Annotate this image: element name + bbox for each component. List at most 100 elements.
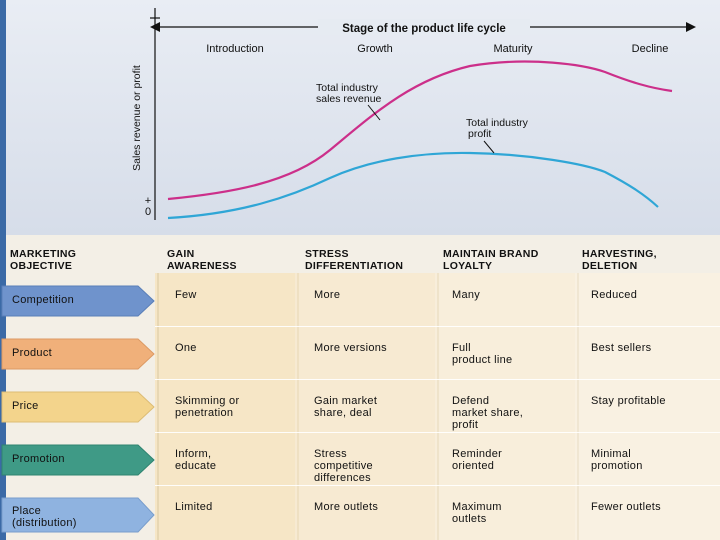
- cell-product-decline: Best sellers: [591, 342, 651, 354]
- cell-price-maturity: Defend market share, profit: [452, 395, 523, 431]
- cell-place-decline: Fewer outlets: [591, 501, 661, 513]
- row-label-text: Price: [12, 400, 39, 412]
- cell-competition-introduction: Few: [175, 289, 197, 301]
- header-line: AWARENESS: [167, 260, 237, 272]
- arrow-shape: [1, 497, 155, 533]
- cell-line: product line: [452, 354, 513, 366]
- header-line: DELETION: [582, 260, 638, 272]
- cell-product-introduction: One: [175, 342, 197, 354]
- stage-maturity: Maturity: [493, 43, 533, 55]
- cell-promotion-decline: Minimal promotion: [591, 448, 643, 472]
- cell-line: Fewer outlets: [591, 501, 661, 513]
- cell-line: oriented: [452, 460, 495, 472]
- header-stress-differentiation: STRESS DIFFERENTIATION: [305, 248, 403, 272]
- cell-line: Gain market: [314, 395, 378, 407]
- cell-line: differences: [314, 472, 371, 484]
- header-line: DIFFERENTIATION: [305, 260, 404, 272]
- header-line: MARKETING: [10, 248, 77, 260]
- cell-competition-maturity: Many: [452, 289, 480, 301]
- header-marketing-objective: MARKETING OBJECTIVE: [10, 248, 76, 272]
- arrow-shape: [1, 338, 155, 370]
- cell-line: outlets: [452, 513, 487, 525]
- column-divider: [437, 273, 439, 540]
- column-bg-decline: [575, 273, 720, 540]
- cell-line: One: [175, 342, 197, 354]
- cell-place-maturity: Maximum outlets: [452, 501, 502, 525]
- arrow-shape: [1, 285, 155, 317]
- header-line: HARVESTING,: [582, 248, 657, 260]
- row-label-text: Competition: [12, 294, 74, 306]
- row-label-line: (distribution): [12, 517, 77, 529]
- row-label-price: Price: [0, 390, 155, 424]
- arrow-shape: [1, 444, 155, 476]
- profit-label-line1: Total industry: [466, 117, 529, 129]
- profit-label-line2: profit: [468, 128, 491, 140]
- header-line: OBJECTIVE: [10, 260, 73, 272]
- column-divider: [297, 273, 299, 540]
- revenue-label-line1: Total industry: [316, 82, 379, 94]
- cell-product-maturity: Full product line: [452, 342, 512, 366]
- cell-competition-growth: More: [314, 289, 340, 301]
- cell-line: share, deal: [314, 407, 372, 419]
- stage-decline: Decline: [632, 43, 669, 55]
- cell-line: Best sellers: [591, 342, 652, 354]
- y-plus-marker: +: [145, 195, 151, 207]
- cell-line: market share,: [452, 407, 524, 419]
- cell-line: Stay profitable: [591, 395, 666, 407]
- cell-line: Stress: [314, 448, 347, 460]
- axis-title: Stage of the product life cycle: [342, 23, 506, 35]
- cell-competition-decline: Reduced: [591, 289, 637, 301]
- cell-promotion-growth: Stress competitive differences: [314, 448, 373, 484]
- cell-line: Defend: [452, 395, 490, 407]
- header-line: GAIN: [167, 248, 195, 260]
- cell-line: More outlets: [314, 501, 379, 513]
- cell-place-growth: More outlets: [314, 501, 378, 513]
- stage-introduction: Introduction: [206, 43, 263, 55]
- row-separator: [155, 326, 720, 327]
- cell-place-introduction: Limited: [175, 501, 213, 513]
- profit-curve: [167, 151, 659, 220]
- cell-line: Few: [175, 289, 197, 301]
- y-zero-marker: 0: [145, 206, 151, 218]
- left-accent-strip: [0, 0, 6, 540]
- cell-line: promotion: [591, 460, 643, 472]
- column-bg-growth: [295, 273, 435, 540]
- cell-line: Skimming or: [175, 395, 240, 407]
- row-separator: [155, 432, 720, 433]
- row-label-product: Product: [0, 337, 155, 371]
- header-line: STRESS: [305, 248, 349, 260]
- cell-promotion-maturity: Reminder oriented: [452, 448, 502, 472]
- cell-product-growth: More versions: [314, 342, 387, 354]
- column-bg-introduction: [155, 273, 295, 540]
- row-label-text: Product: [12, 347, 53, 359]
- cell-price-decline: Stay profitable: [591, 395, 666, 407]
- row-separator: [155, 485, 720, 486]
- cell-line: profit: [452, 419, 479, 431]
- life-cycle-chart: Stage of the product life cycle Introduc…: [131, 8, 696, 220]
- row-label-competition: Competition: [0, 284, 155, 318]
- cell-line: Reduced: [591, 289, 638, 301]
- y-axis-label: Sales revenue or profit: [131, 65, 143, 171]
- arrow-shape: [1, 391, 155, 423]
- row-label-text: Promotion: [12, 453, 65, 465]
- header-gain-awareness: GAIN AWARENESS: [167, 248, 237, 272]
- revenue-curve: [167, 60, 673, 201]
- row-separator: [155, 379, 720, 380]
- cell-line: Inform,: [175, 448, 212, 460]
- row-label-place: Place (distribution): [0, 496, 155, 534]
- cell-line: Many: [452, 289, 481, 301]
- cell-line: Maximum: [452, 501, 502, 513]
- cell-line: educate: [175, 460, 217, 472]
- cell-line: More versions: [314, 342, 387, 354]
- cell-promotion-introduction: Inform, educate: [175, 448, 216, 472]
- stage-growth: Growth: [357, 43, 392, 55]
- revenue-label-pointer: [367, 104, 381, 121]
- revenue-label-line2: sales revenue: [316, 93, 382, 105]
- cell-price-introduction: Skimming or penetration: [175, 395, 239, 419]
- header-harvesting-deletion: HARVESTING, DELETION: [582, 248, 657, 272]
- profit-label-pointer: [483, 140, 495, 154]
- column-bg-maturity: [435, 273, 575, 540]
- axis-title-bg: [318, 19, 530, 35]
- row-label-line: Place: [12, 505, 42, 517]
- row-label-text: Place (distribution): [12, 505, 77, 529]
